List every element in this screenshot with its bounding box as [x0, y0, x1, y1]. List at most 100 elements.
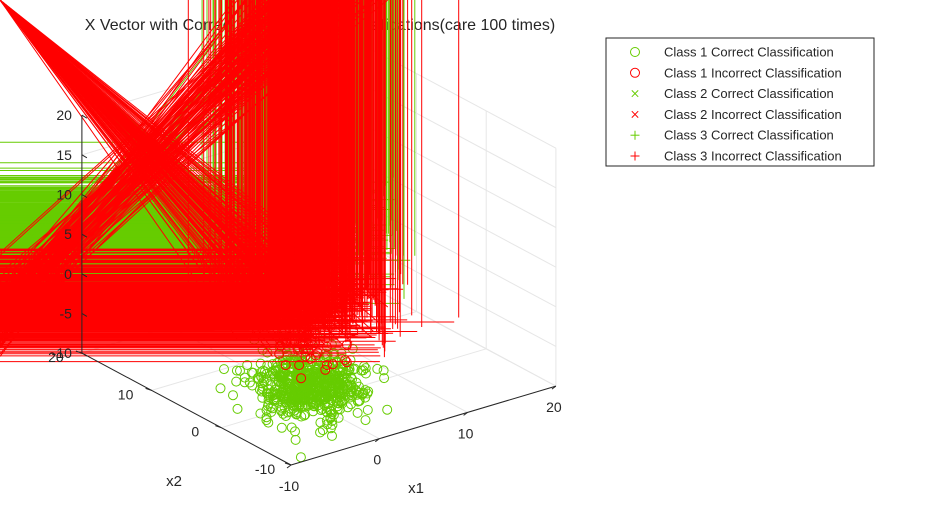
legend-marker — [630, 130, 640, 140]
legend-box — [605, 37, 875, 167]
data-point — [360, 415, 371, 426]
data-point — [332, 398, 343, 409]
data-point — [330, 374, 341, 385]
data-point — [382, 404, 393, 415]
data-point — [0, 0, 399, 334]
data-point — [284, 392, 295, 403]
y-axis-label: x2 — [166, 473, 182, 490]
data-point — [293, 394, 304, 405]
data-point — [0, 0, 342, 336]
data-point — [261, 412, 272, 423]
data-point — [300, 374, 311, 385]
data-point — [326, 386, 337, 397]
data-point — [0, 0, 333, 303]
data-point — [263, 417, 274, 428]
data-point — [325, 406, 336, 417]
data-point — [295, 366, 305, 377]
data-point — [0, 0, 323, 302]
data-point — [257, 383, 268, 394]
data-point — [313, 383, 324, 394]
data-point — [232, 403, 243, 414]
data-point — [325, 388, 336, 399]
data-point — [362, 405, 373, 415]
data-point — [326, 358, 337, 369]
data-point — [0, 0, 319, 295]
data-point — [0, 0, 210, 262]
data-point — [341, 357, 352, 368]
z-tick — [81, 114, 88, 119]
z-tick-label: 10 — [56, 187, 72, 203]
legend-marker — [630, 67, 640, 78]
z-tick — [81, 194, 88, 198]
z-tick-label: -10 — [52, 345, 72, 361]
data-point — [0, 0, 320, 321]
legend: Class 1 Correct Classification Class 1 In… — [605, 37, 875, 167]
data-point — [0, 0, 384, 353]
legend-marker — [630, 47, 640, 57]
data-point — [0, 0, 231, 297]
x-axis-line — [290, 385, 557, 466]
data-point — [239, 372, 250, 383]
data-point — [0, 0, 299, 316]
data-point — [0, 0, 404, 290]
data-point — [228, 390, 238, 401]
data-point — [279, 368, 290, 379]
data-point — [327, 430, 337, 441]
data-point — [327, 359, 338, 370]
data-point — [0, 0, 281, 301]
data-points — [0, 0, 460, 463]
data-point — [304, 389, 315, 400]
data-point — [0, 0, 385, 363]
z-tick-label: 0 — [64, 266, 72, 282]
data-point — [0, 0, 316, 277]
data-point — [0, 0, 233, 289]
data-point — [0, 0, 337, 324]
y-tick-label: 20 — [48, 349, 64, 365]
data-point — [332, 377, 343, 387]
data-point — [0, 0, 378, 259]
data-point — [309, 366, 320, 377]
data-point — [293, 390, 304, 401]
legend-label: Class 2 Incorrect Classification — [664, 107, 842, 122]
x-tick — [374, 438, 380, 443]
data-point — [339, 359, 349, 370]
data-point — [0, 0, 216, 308]
data-point — [0, 0, 372, 339]
x-tick-label: 0 — [373, 452, 381, 468]
data-point — [286, 422, 297, 433]
data-point — [293, 379, 304, 390]
data-point — [248, 367, 259, 378]
data-point — [0, 0, 337, 319]
legend-label: Class 1 Incorrect Classification — [664, 65, 842, 80]
x-axis-label: x1 — [408, 480, 424, 497]
data-point — [0, 0, 330, 300]
legend-label: Class 3 Correct Classification — [664, 128, 834, 143]
data-point — [0, 0, 346, 344]
y-tick — [284, 462, 292, 466]
data-point — [215, 383, 226, 394]
data-point — [348, 364, 359, 375]
data-point — [306, 388, 317, 399]
data-point — [296, 373, 307, 384]
data-point — [342, 402, 353, 413]
data-point — [362, 388, 373, 399]
data-point — [0, 0, 272, 257]
data-point — [0, 0, 270, 291]
data-point — [231, 376, 242, 387]
data-point — [0, 0, 269, 303]
data-point — [290, 426, 300, 437]
data-point — [0, 0, 366, 326]
data-point — [235, 365, 245, 376]
data-point — [272, 389, 283, 400]
data-point — [328, 348, 339, 359]
data-point — [0, 0, 247, 269]
data-point — [0, 0, 296, 312]
series-5 — [0, 0, 460, 363]
data-point — [255, 358, 266, 369]
data-point — [308, 406, 319, 417]
legend-label: Class 1 Correct Classification — [664, 45, 834, 60]
data-point — [280, 360, 291, 371]
data-point — [280, 393, 291, 404]
data-point — [378, 365, 389, 376]
data-point — [0, 0, 308, 307]
